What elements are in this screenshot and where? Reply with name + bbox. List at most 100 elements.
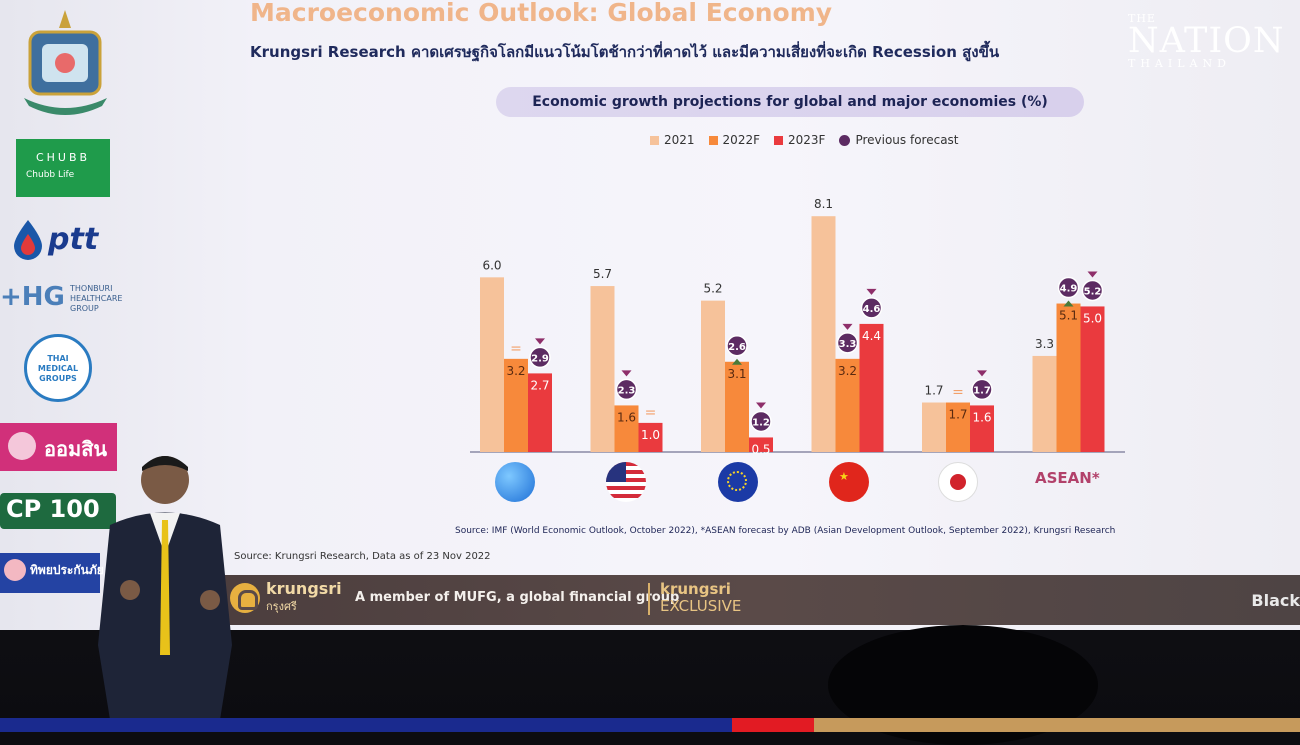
watermark-nation: NATION bbox=[1128, 21, 1285, 61]
legend-swatch bbox=[650, 135, 659, 145]
data-label: 5.1 bbox=[1059, 309, 1078, 323]
previous-forecast-label: 5.2 bbox=[1084, 286, 1102, 297]
legend-swatch bbox=[774, 135, 783, 145]
krungsri-logo-icon bbox=[230, 583, 260, 613]
bar-2022f-4 bbox=[946, 402, 970, 452]
watermark-the: THE bbox=[1128, 12, 1156, 25]
data-label: 2.7 bbox=[530, 378, 549, 392]
down-arrow-icon bbox=[535, 338, 545, 345]
brand-bar: krungsri กรุงศรี A member of MUFG, a glo… bbox=[220, 575, 1300, 625]
bar-2023f-3 bbox=[859, 323, 884, 452]
legend-label: 2022F bbox=[722, 133, 760, 147]
brand-right-text: Black bbox=[1251, 591, 1300, 610]
krungsri-thai-text: กรุงศรี bbox=[266, 600, 297, 613]
bar-2023f-4 bbox=[970, 405, 994, 452]
previous-forecast-dot bbox=[726, 335, 748, 357]
legend-label: 2023F bbox=[788, 133, 826, 147]
previous-forecast-dot bbox=[1057, 276, 1080, 299]
dhipaya-logo: ทิพยประกันภัย bbox=[0, 553, 104, 593]
nation-watermark: THE NATION THAILAND bbox=[1128, 12, 1284, 70]
previous-forecast-label: 1.7 bbox=[973, 385, 991, 396]
legend-label: Previous forecast bbox=[855, 133, 959, 147]
exclusive-bottom: EXCLUSIVE bbox=[660, 597, 742, 615]
bar-2021-2 bbox=[701, 300, 725, 452]
data-label: 8.1 bbox=[814, 197, 833, 211]
previous-forecast-dot bbox=[529, 346, 551, 369]
legend-2023f: 2023F bbox=[774, 133, 825, 147]
us-flag-icon bbox=[606, 462, 646, 502]
data-label: 0.5 bbox=[751, 442, 770, 456]
chubb-text: CHUBB bbox=[35, 151, 91, 164]
previous-forecast-dot bbox=[860, 297, 883, 319]
gsb-logo: ออมสิน bbox=[0, 423, 117, 471]
chart-title: Economic growth projections for global a… bbox=[496, 87, 1084, 117]
data-label: 3.2 bbox=[838, 364, 857, 378]
krungsri-text: krungsri bbox=[266, 579, 342, 598]
previous-forecast-label: 2.3 bbox=[618, 385, 636, 396]
presenter bbox=[98, 456, 232, 732]
down-arrow-icon bbox=[756, 402, 766, 409]
krungsri-exclusive: krungsri EXCLUSIVE bbox=[660, 581, 741, 615]
unchanged-mark: = bbox=[510, 341, 522, 357]
data-label: 1.6 bbox=[972, 410, 991, 424]
down-arrow-icon bbox=[866, 288, 877, 295]
previous-forecast-label: 2.9 bbox=[531, 353, 549, 364]
bar-2022f-2 bbox=[725, 361, 749, 452]
bar-2021-1 bbox=[590, 286, 615, 452]
bar-2023f-5 bbox=[1080, 306, 1105, 452]
previous-forecast-dot bbox=[615, 378, 638, 401]
bottom-strip-gold bbox=[814, 718, 1300, 732]
bottom-strip-blue bbox=[0, 718, 732, 732]
eu-flag-icon bbox=[718, 462, 758, 502]
ptt-text: ptt bbox=[48, 222, 99, 257]
data-label: 1.7 bbox=[924, 384, 943, 398]
legend-2021: 2021 bbox=[650, 133, 695, 147]
exclusive-top: krungsri bbox=[660, 580, 731, 598]
bar-2022f-3 bbox=[835, 358, 860, 452]
bar-2023f-2 bbox=[749, 437, 773, 452]
data-label: 3.1 bbox=[727, 367, 746, 381]
legend-previous-forecast: Previous forecast bbox=[839, 133, 959, 147]
down-arrow-icon bbox=[977, 370, 987, 377]
bottom-strip-red bbox=[732, 718, 814, 732]
down-arrow-icon bbox=[1087, 271, 1098, 278]
bar-chart: 6.0 3.2 2.7 5.7 1.6 1.0 5.2 3.1 0.5 8.1 3.2 4.4 1.7 1… bbox=[470, 197, 1125, 456]
slide-subtitle: Krungsri Research คาดเศรษฐกิจโลกมีแนวโน้… bbox=[250, 43, 1000, 61]
data-label: 1.6 bbox=[617, 410, 636, 424]
bar-2023f-1 bbox=[638, 422, 663, 452]
legend-dot bbox=[839, 134, 851, 146]
bar-2022f-5 bbox=[1056, 303, 1081, 452]
bar-2021-4 bbox=[922, 402, 946, 452]
chubb-life-text: Chubb Life bbox=[26, 170, 75, 180]
up-arrow-icon bbox=[732, 358, 742, 365]
dhipaya-text: ทิพยประกันภัย bbox=[30, 563, 104, 577]
source-note: Source: IMF (World Economic Outlook, Oct… bbox=[455, 526, 1116, 536]
previous-forecast-label: 4.6 bbox=[863, 304, 881, 315]
previous-forecast-dot bbox=[1081, 279, 1104, 302]
slide-title: Macroeconomic Outlook: Global Economy bbox=[250, 0, 833, 27]
down-arrow-icon bbox=[621, 370, 632, 377]
gsb-text: ออมสิน bbox=[44, 437, 108, 461]
thonburi-logo: +HG THONBURI HEALTHCARE GROUP bbox=[0, 282, 140, 316]
emblem-logo bbox=[18, 6, 113, 118]
data-label: 1.0 bbox=[641, 428, 660, 442]
previous-forecast-label: 1.2 bbox=[752, 417, 770, 428]
previous-forecast-dot bbox=[750, 410, 772, 433]
chubb-logo: CHUBB Chubb Life bbox=[16, 139, 110, 197]
unchanged-mark: = bbox=[952, 385, 964, 401]
data-label: 5.0 bbox=[1083, 311, 1102, 325]
previous-forecast-label: 3.3 bbox=[839, 339, 857, 350]
bar-2022f-0 bbox=[504, 358, 528, 452]
source-date: Source: Krungsri Research, Data as of 23… bbox=[234, 551, 491, 562]
japan-flag-icon bbox=[938, 462, 978, 502]
down-arrow-icon bbox=[842, 323, 853, 330]
globe-icon bbox=[495, 462, 535, 502]
krungsri-brand: krungsri กรุงศรี bbox=[230, 581, 342, 615]
asean-label: ASEAN* bbox=[1035, 469, 1100, 487]
unchanged-mark: = bbox=[645, 405, 657, 421]
thai-medical-logo: THAI MEDICAL GROUPS bbox=[24, 334, 92, 402]
legend-label: 2021 bbox=[664, 133, 695, 147]
thai-medical-text: THAI MEDICAL GROUPS bbox=[37, 354, 79, 383]
previous-forecast-dot bbox=[836, 332, 859, 354]
bar-2021-3 bbox=[811, 216, 836, 452]
